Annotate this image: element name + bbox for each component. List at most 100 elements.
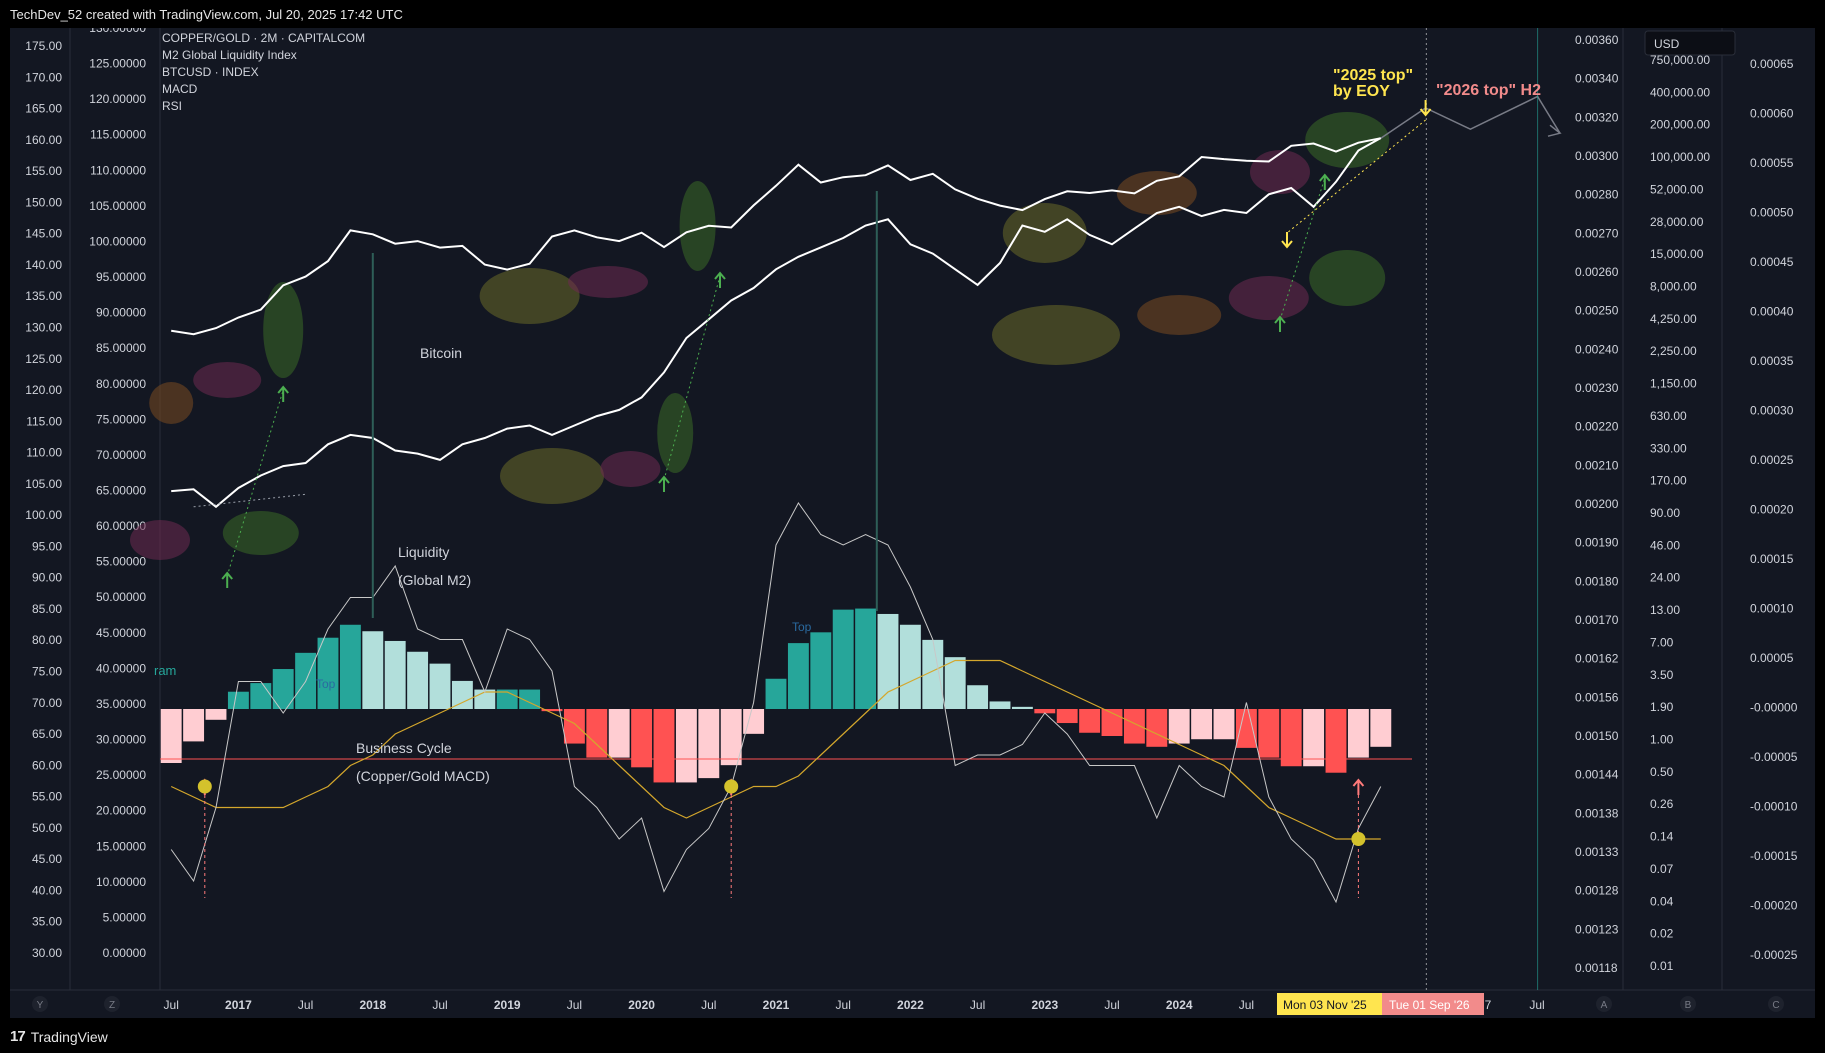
axis-leftA-tick-28: 35.00 — [32, 915, 62, 929]
scale-toggle-3 — [1680, 996, 1696, 1012]
axis-leftA-tick-27: 40.00 — [32, 883, 62, 897]
x-tick-12: Jul — [970, 998, 985, 1012]
ellipse-btc-2016 — [149, 382, 194, 424]
macd-bar — [1123, 709, 1145, 744]
right-scale-b[interactable]: 750,000.00 400,000.00 200,000.00 100,000.00… — [1650, 53, 1710, 973]
axis-rightA-tick-14: 0.00180 — [1575, 574, 1619, 588]
macd-bar — [810, 632, 832, 709]
macd-bar — [1303, 709, 1325, 767]
axis-leftB-tick-10: 80.00000 — [96, 377, 146, 391]
date-badge-nov-2025: Mon 03 Nov '25 — [1277, 993, 1382, 1015]
axis-leftA-tick-3: 160.00 — [25, 133, 62, 147]
macd-bar — [899, 624, 921, 709]
axis-rightA-tick-19: 0.00144 — [1575, 768, 1619, 782]
macd-bar — [1325, 709, 1347, 773]
axis-rightB-tick-7: 8,000.00 — [1650, 280, 1697, 294]
right-scale-c[interactable]: 0.00065 0.00060 0.00055 0.00050 0.00045 0.000… — [1750, 57, 1798, 962]
axis-rightB-tick-6: 15,000.00 — [1650, 247, 1704, 261]
svg-text:Mon 03 Nov '25: Mon 03 Nov '25 — [1283, 998, 1367, 1012]
macd-bar — [1191, 709, 1213, 740]
top-2025-label: "2025 top" — [1333, 67, 1413, 84]
macd-bar — [832, 609, 854, 709]
projection-arrowhead — [1547, 124, 1562, 137]
axis-leftA-tick-14: 105.00 — [25, 477, 62, 491]
scale-toggle-label-4: C — [1772, 1000, 1779, 1011]
macd-bar — [855, 608, 877, 709]
macd-bar — [272, 669, 294, 709]
axis-leftB-tick-22: 20.00000 — [96, 804, 146, 818]
x-tick-0: Jul — [164, 998, 179, 1012]
legend-item-rsi[interactable]: RSI — [162, 99, 182, 113]
x-tick-5: 2019 — [494, 998, 521, 1012]
date-badge-sep-2026: Tue 01 Sep '26 — [1382, 993, 1484, 1015]
axis-rightC-tick-14: -0.00005 — [1750, 750, 1798, 764]
axis-rightA-tick-15: 0.00170 — [1575, 613, 1619, 627]
macd-bar — [1347, 709, 1369, 758]
axis-rightC-tick-13: -0.00000 — [1750, 701, 1798, 715]
axis-leftA-tick-6: 145.00 — [25, 227, 62, 241]
axis-rightB-tick-11: 630.00 — [1650, 409, 1687, 423]
x-tick-4: Jul — [432, 998, 447, 1012]
legend-item-btcusd[interactable]: BTCUSD · INDEX — [162, 65, 259, 79]
green-guide-1 — [663, 275, 721, 481]
chart-legend[interactable]: COPPER/GOLD · 2M · CAPITALCOM M2 Global … — [162, 31, 365, 113]
legend-item-macd[interactable]: MACD — [162, 82, 198, 96]
x-tick-8: Jul — [701, 998, 716, 1012]
rsi-cross-marker-2 — [1351, 832, 1366, 846]
macd-bar — [339, 624, 361, 709]
left-scale-b[interactable]: 130.00000 125.00000 120.00000 115.00000 110.… — [89, 28, 146, 960]
axis-leftB-tick-24: 10.00000 — [96, 875, 146, 889]
axis-rightC-tick-0: 0.00065 — [1750, 57, 1794, 71]
axis-rightC-tick-1: 0.00060 — [1750, 107, 1794, 121]
green-arrow-1 — [277, 385, 289, 402]
yellow-arrow-liq-top — [1281, 232, 1293, 249]
macd-bar — [205, 709, 227, 720]
tradingview-logo-icon: 17 — [10, 1028, 26, 1045]
axis-leftB-tick-12: 70.00000 — [96, 448, 146, 462]
macd-histogram — [160, 608, 1412, 783]
axis-leftA-tick-29: 30.00 — [32, 946, 62, 960]
axis-leftA-tick-7: 140.00 — [25, 258, 62, 272]
scale-toggle-label-0: Y — [37, 1000, 44, 1011]
legend-item-m2-liquidity[interactable]: M2 Global Liquidity Index — [162, 48, 297, 62]
ellipse-liq-2024b — [1228, 276, 1309, 320]
axis-rightC-tick-7: 0.00030 — [1750, 404, 1794, 418]
chart-caption: TechDev_52 created with TradingView.com,… — [10, 7, 403, 22]
macd-bar — [1146, 709, 1168, 747]
axis-rightA-tick-23: 0.00123 — [1575, 922, 1619, 936]
rsi-signal-line — [170, 659, 1381, 840]
axis-rightC-tick-11: 0.00010 — [1750, 602, 1794, 616]
axis-rightC-tick-17: -0.00020 — [1750, 899, 1798, 913]
macd-bar — [563, 709, 585, 744]
scale-toggle-label-2: A — [1601, 1000, 1608, 1011]
chart-canvas[interactable]: 175.00 170.00 165.00 160.00 155.00 150.00 145.… — [0, 28, 1825, 1050]
scale-toggle-1 — [104, 996, 120, 1012]
currency-selector[interactable]: USD — [1644, 30, 1736, 56]
svg-text:Tue 01 Sep '26: Tue 01 Sep '26 — [1389, 998, 1470, 1012]
axis-leftA-tick-22: 65.00 — [32, 727, 62, 741]
axis-leftA-tick-15: 100.00 — [25, 508, 62, 522]
x-tick-13: 2023 — [1031, 998, 1058, 1012]
macd-bar — [250, 683, 272, 709]
yellow-arrow-btc-top — [1419, 100, 1432, 117]
ellipse-btc-2019 — [479, 268, 580, 324]
axis-leftB-tick-13: 65.00000 — [96, 484, 146, 498]
left-scale-a[interactable]: 175.00 170.00 165.00 160.00 155.00 150.00 145.… — [25, 39, 62, 960]
ellipse-liq-2023 — [992, 305, 1120, 365]
macd-bar — [160, 709, 182, 763]
axis-rightA-tick-17: 0.00156 — [1575, 690, 1619, 704]
axis-rightA-tick-1: 0.00340 — [1575, 72, 1619, 86]
axis-rightB-tick-0: 750,000.00 — [1650, 53, 1710, 67]
axis-rightB-tick-10: 1,150.00 — [1650, 377, 1697, 391]
macd-bar — [227, 691, 249, 709]
axis-leftA-tick-12: 115.00 — [26, 414, 62, 428]
axis-leftB-tick-21: 25.00000 — [96, 768, 146, 782]
liquidity-label: Liquidity — [398, 544, 449, 560]
ellipse-liq-2016 — [130, 520, 190, 560]
axis-rightB-tick-17: 13.00 — [1650, 603, 1680, 617]
axis-rightC-tick-3: 0.00050 — [1750, 206, 1794, 220]
axis-rightA-tick-13: 0.00190 — [1575, 536, 1619, 550]
tradingview-brand[interactable]: 17 TradingView — [10, 1028, 108, 1045]
legend-item-copper-gold[interactable]: COPPER/GOLD · 2M · CAPITALCOM — [162, 31, 365, 45]
right-scale-a[interactable]: 0.00360 0.00340 0.00320 0.00300 0.00280 0.002… — [1575, 33, 1619, 975]
